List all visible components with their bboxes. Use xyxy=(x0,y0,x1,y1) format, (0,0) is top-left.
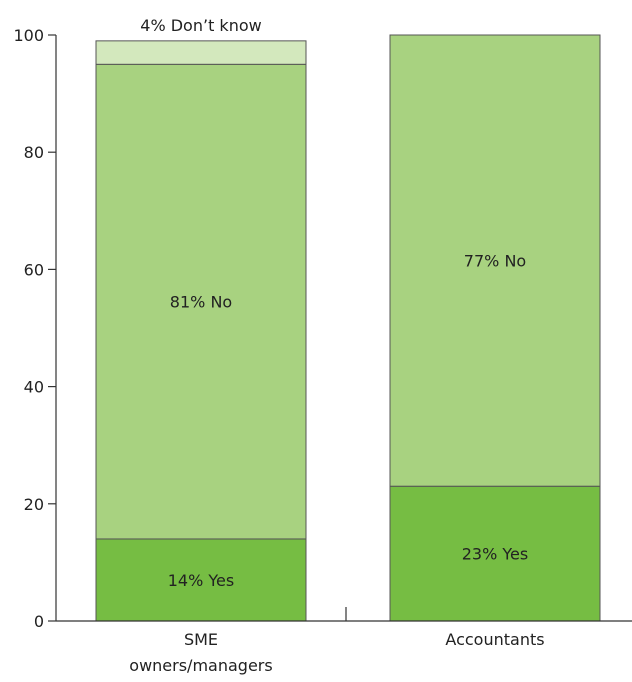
axes-layer xyxy=(48,34,632,622)
data-label: 4% Don’t know xyxy=(140,16,261,35)
bar-segment xyxy=(389,34,601,487)
bar-segment xyxy=(95,63,307,540)
data-label: 81% No xyxy=(170,293,232,312)
x-category-label: owners/managers xyxy=(129,656,272,675)
data-label: 77% No xyxy=(464,252,526,271)
bars-layer xyxy=(95,34,601,622)
y-tick-label: 100 xyxy=(13,26,44,45)
x-category-label: SME xyxy=(184,630,218,649)
y-tick-label: 20 xyxy=(24,495,44,514)
data-label: 14% Yes xyxy=(168,571,234,590)
bar-segment xyxy=(95,538,307,622)
y-tick-label: 40 xyxy=(24,378,44,397)
data-label: 23% Yes xyxy=(462,545,528,564)
y-tick-label: 0 xyxy=(34,612,44,631)
y-tick-label: 80 xyxy=(24,143,44,162)
labels-layer: 14% Yes 81% No 4% Don’t know 23% Yes 77% No 0… xyxy=(13,16,544,675)
y-tick-label: 60 xyxy=(24,260,44,279)
x-category-label: Accountants xyxy=(445,630,544,649)
bar-segment xyxy=(95,40,307,65)
